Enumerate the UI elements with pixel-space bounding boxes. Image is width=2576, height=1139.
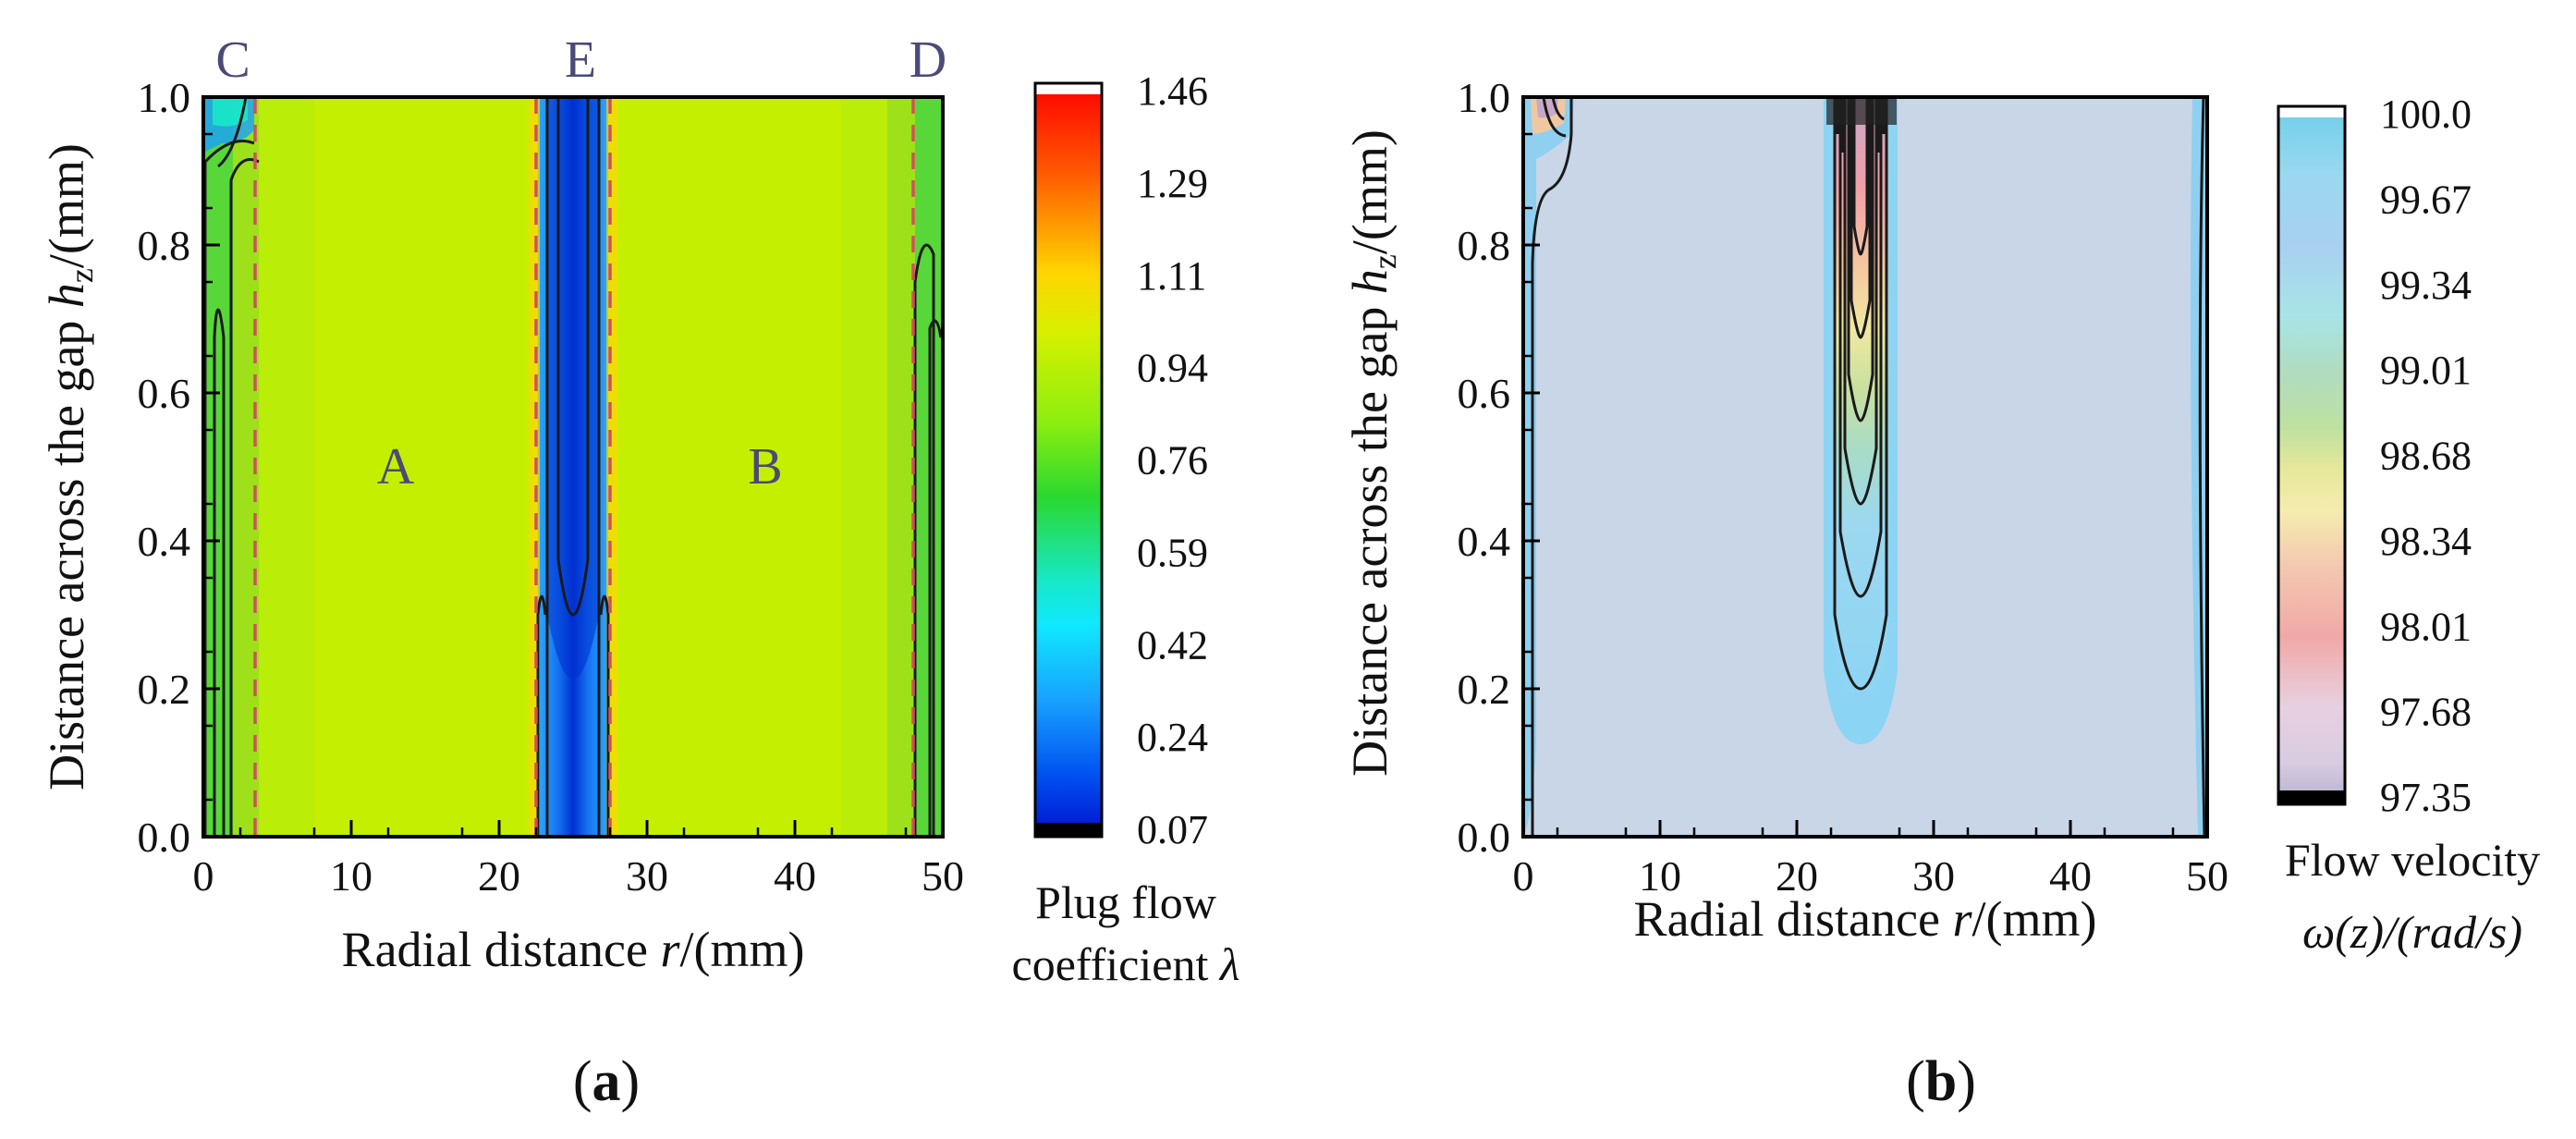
colorbar-tick-b: 98.34 — [2380, 519, 2472, 564]
x-tick-label-a: 0 — [193, 852, 214, 900]
colorbar-label-line1-a: Plug flow — [1035, 876, 1216, 928]
colorbar-tick-a: 0.07 — [1137, 807, 1208, 852]
colorbar-tick-b: 98.01 — [2380, 604, 2472, 649]
y-tick-label-b: 0.6 — [1458, 370, 1511, 417]
x-tick-label-b: 10 — [1639, 852, 1681, 900]
x-tick-label-a: 30 — [626, 852, 668, 900]
ylabel-sub-b: z — [1366, 254, 1403, 269]
colorbar-tick-a: 0.94 — [1137, 346, 1208, 391]
y-tick-label-b: 0.8 — [1458, 222, 1511, 269]
x-tick-label-b: 30 — [1912, 852, 1955, 900]
ylabel-text-a: Distance across the gap — [39, 321, 94, 790]
xlabel-var-b: r — [1952, 891, 1972, 947]
colorbar-tick-b: 99.34 — [2380, 263, 2472, 308]
panel-b: 0 10 20 30 40 50 0.0 0.2 0.4 0.6 0.8 1.0 — [1458, 74, 2229, 900]
colorbar-tick-a: 1.29 — [1137, 161, 1208, 206]
y-tick-label-b: 0.0 — [1458, 814, 1511, 861]
region-label-d: D — [910, 31, 946, 89]
colorbar-tick-b: 99.67 — [2380, 177, 2472, 222]
region-label-a: A — [377, 438, 415, 496]
colorbar-label-word-a: coefficient — [1012, 938, 1209, 990]
colorbar-tick-a: 0.59 — [1137, 530, 1208, 575]
ylabel-var-b: h — [1342, 269, 1398, 294]
panel-letter-a: a — [592, 1050, 621, 1113]
y-tick-label-a: 0.6 — [138, 370, 191, 417]
panel-letter-b: b — [1925, 1050, 1957, 1113]
y-tick-label-a: 0.0 — [138, 814, 191, 861]
xlabel-text-b: Radial distance — [1634, 891, 1940, 947]
colorbar-tick-a: 0.24 — [1137, 715, 1208, 760]
plot-area-a — [203, 97, 943, 837]
x-tick-label-b: 0 — [1513, 852, 1534, 900]
ylabel-a: Distance across the gap hz/(mm) — [39, 143, 100, 790]
colorbar-b: 100.0 99.67 99.34 99.01 98.68 98.34 98.01 97.68… — [2277, 92, 2540, 958]
plot-frame-a — [201, 95, 945, 839]
region-label-b: B — [748, 438, 782, 496]
colorbar-label-line2-b: ω(z)/(rad/s) — [2302, 906, 2522, 958]
x-tick-label-a: 50 — [922, 852, 964, 900]
x-tick-label-a: 20 — [478, 852, 520, 900]
colorbar-tick-a: 0.42 — [1137, 622, 1208, 667]
y-tick-label-b: 1.0 — [1458, 74, 1511, 121]
y-tick-label-a: 0.2 — [138, 666, 191, 713]
xlabel-b: Radial distance r/(mm) — [1634, 891, 2097, 947]
ylabel-unit-a: /(mm) — [39, 143, 94, 268]
panel-label-a: (a) — [573, 1050, 640, 1113]
x-tick-label-a: 10 — [330, 852, 372, 900]
xlabel-var-a: r — [660, 922, 680, 977]
y-tick-label-a: 0.4 — [138, 518, 191, 565]
ylabel-var-a: h — [39, 283, 94, 308]
x-tick-label-b: 40 — [2049, 852, 2092, 900]
y-tick-label-b: 0.2 — [1458, 666, 1511, 713]
colorbar-tick-b: 99.01 — [2380, 348, 2472, 393]
panel-a: 0 10 20 30 40 50 0.0 0.2 0.4 0.6 0.8 1.0 A B C E D — [138, 31, 965, 900]
x-tick-label-a: 40 — [774, 852, 816, 900]
ylabel-b: Distance across the gap hz/(mm) — [1342, 129, 1403, 777]
y-tick-label-b: 0.4 — [1458, 518, 1511, 565]
region-label-c: C — [215, 31, 250, 89]
y-tick-label-a: 1.0 — [138, 74, 191, 121]
xlabel-unit-b: /(mm) — [1972, 891, 2096, 947]
colorbar-tick-b: 98.68 — [2380, 434, 2472, 479]
colorbar-label-line1-b: Flow velocity — [2285, 834, 2540, 886]
panel-label-b: (b) — [1906, 1050, 1976, 1113]
y-tick-label-a: 0.8 — [138, 222, 191, 269]
x-tick-label-b: 20 — [1776, 852, 1818, 900]
colorbar-tick-b: 97.35 — [2380, 775, 2472, 820]
colorbar-a: 1.46 1.29 1.11 0.94 0.76 0.59 0.42 0.24 0.07 Plu… — [1012, 68, 1240, 990]
xlabel-text-a: Radial distance — [342, 922, 648, 977]
ylabel-sub-a: z — [63, 268, 100, 283]
ylabel-text-b: Distance across the gap — [1342, 307, 1398, 777]
colorbar-label-line2-a: coefficient λ — [1012, 938, 1240, 990]
colorbar-tick-a: 0.76 — [1137, 438, 1208, 484]
colorbar-tick-a: 1.46 — [1137, 68, 1208, 114]
xlabel-a: Radial distance r/(mm) — [342, 922, 805, 977]
colorbar-tick-b: 100.0 — [2380, 92, 2472, 137]
plot-area-b — [1523, 97, 2207, 837]
ylabel-unit-b: /(mm) — [1342, 129, 1398, 254]
x-tick-label-b: 50 — [2186, 852, 2228, 900]
colorbar-label-var-a: λ — [1218, 938, 1240, 990]
colorbar-tick-b: 97.68 — [2380, 690, 2472, 735]
plot-frame-b — [1521, 95, 2209, 839]
xlabel-unit-a: /(mm) — [679, 922, 804, 977]
region-label-e: E — [565, 31, 596, 89]
colorbar-tick-a: 1.11 — [1137, 253, 1206, 299]
